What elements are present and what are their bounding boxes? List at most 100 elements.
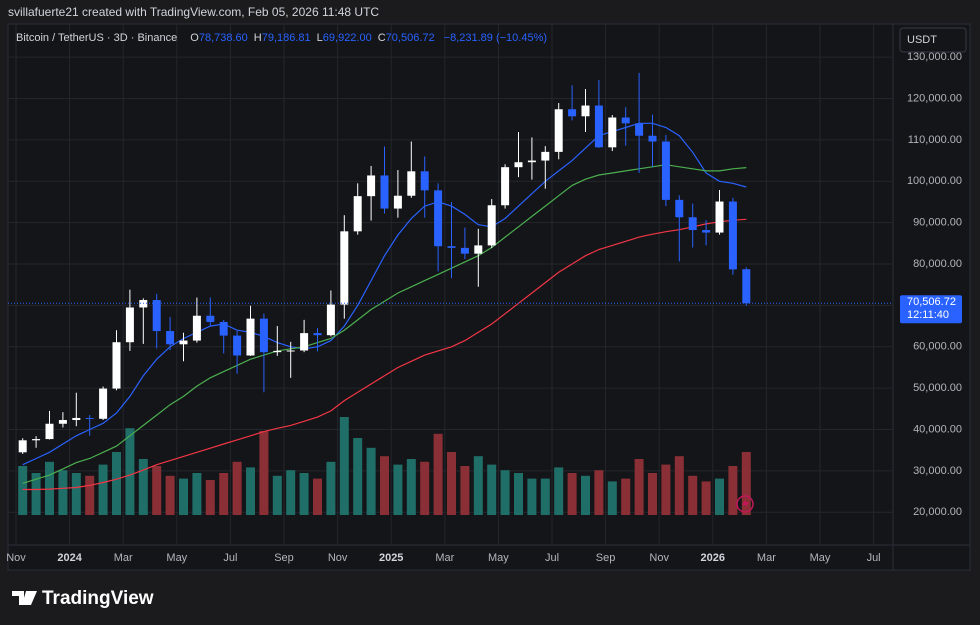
ohlc: O78,738.60 H79,186.81 L69,922.00 C70,506.72 — [190, 32, 434, 44]
volume-bar — [85, 475, 95, 515]
volume-bar — [447, 452, 456, 515]
candle-body — [32, 439, 41, 441]
volume-bar — [688, 475, 698, 515]
volume-bar — [366, 447, 376, 515]
candle-body — [541, 151, 550, 161]
volume-bar — [460, 466, 470, 515]
volume-bar — [219, 473, 229, 515]
volume-bar — [326, 461, 336, 515]
candle-body — [608, 117, 617, 148]
volume-bar — [540, 478, 550, 515]
ohlc-key: H — [254, 32, 262, 44]
logo-mark — [12, 591, 37, 605]
ohlc-value: 70,506.72 — [386, 32, 435, 44]
volume-bar — [420, 461, 430, 515]
y-tick-label: 30,000.00 — [913, 465, 962, 477]
volume-bar — [607, 481, 617, 515]
volume-bar — [138, 459, 148, 515]
volume-bar — [31, 473, 41, 515]
currency-box[interactable] — [899, 27, 967, 53]
candle-body — [554, 109, 563, 152]
y-tick-label: 20,000.00 — [913, 506, 962, 518]
last-price-tag — [900, 295, 962, 324]
candle-body — [702, 230, 711, 233]
volume-bar — [701, 481, 711, 515]
volume-bar — [674, 456, 684, 515]
volume-bar — [299, 473, 309, 515]
candle-body — [300, 333, 309, 351]
volume-bar — [179, 478, 188, 515]
candle-body — [742, 269, 751, 304]
candle-body — [474, 245, 483, 254]
logo: TradingView — [12, 588, 154, 609]
candle-body — [179, 340, 188, 345]
volume-bar — [393, 464, 403, 515]
candle-body — [18, 440, 27, 453]
candle-body — [715, 201, 724, 233]
moving-average — [22, 164, 747, 484]
candle-body — [487, 205, 496, 246]
moving-average — [22, 218, 747, 491]
y-tick-label: 120,000.00 — [907, 92, 962, 104]
x-tick-label: 2024 — [57, 552, 82, 564]
volume-bar — [125, 428, 135, 515]
volume-bar — [594, 470, 604, 515]
x-tick-label: Sep — [596, 552, 616, 564]
candle-body — [367, 175, 376, 197]
watermark: svillafuerte21 created with TradingView.… — [8, 5, 379, 19]
candle-body — [728, 201, 737, 270]
candle-body — [635, 123, 644, 136]
candle-body — [353, 196, 362, 232]
candle-body — [313, 333, 322, 336]
candle-body — [273, 350, 282, 353]
volume-bar — [286, 470, 296, 515]
volume-bar — [554, 467, 564, 515]
alert-icon[interactable] — [736, 495, 754, 513]
ohlc-key: L — [317, 32, 323, 44]
candle-body — [648, 135, 657, 142]
volume-bar — [715, 478, 724, 515]
candle-body — [434, 190, 443, 247]
candle-body — [85, 417, 94, 419]
volume-bar — [112, 452, 121, 515]
volume-bar — [648, 473, 657, 515]
volume-bar — [339, 417, 349, 515]
candle-body — [594, 105, 603, 148]
volume-bar — [205, 480, 215, 515]
x-tick-label: Sep — [274, 552, 294, 564]
volume-bar — [581, 475, 590, 515]
volume-bar — [500, 470, 510, 515]
currency[interactable]: USDT — [907, 34, 937, 46]
volume-bar — [313, 478, 322, 515]
candle-body — [233, 335, 242, 356]
last-price-label: 70,506.72 — [907, 296, 956, 308]
volume-bar — [380, 456, 389, 515]
candle-body — [259, 318, 268, 353]
x-tick-label: Nov — [6, 552, 26, 564]
volume-bar — [728, 466, 738, 515]
ohlc-key: O — [190, 32, 199, 44]
alert-bolt — [742, 498, 749, 510]
candles — [18, 72, 751, 454]
candle-body — [192, 315, 201, 341]
x-tick-label: 2026 — [701, 552, 725, 564]
symbol: Bitcoin / TetherUS · 3D · Binance — [16, 32, 177, 44]
header: Bitcoin / TetherUS · 3D · Binance O78,73… — [16, 32, 547, 44]
change: −8,231.89 (−10.45%) — [444, 32, 547, 44]
candle-body — [45, 423, 54, 440]
candle-body — [688, 217, 697, 231]
ohlc-value: 79,186.81 — [262, 32, 311, 44]
candle-body — [326, 304, 335, 336]
candle-body — [581, 105, 590, 117]
volume-bar — [71, 473, 81, 515]
candle-body — [206, 315, 215, 322]
candle-body — [99, 388, 108, 419]
y-tick-label: 80,000.00 — [913, 258, 962, 270]
y-tick-label: 100,000.00 — [907, 175, 962, 187]
y-tick-label: 110,000.00 — [908, 134, 962, 146]
candle-body — [407, 171, 416, 196]
volume — [18, 417, 751, 515]
y-tick-label: 40,000.00 — [913, 423, 962, 435]
